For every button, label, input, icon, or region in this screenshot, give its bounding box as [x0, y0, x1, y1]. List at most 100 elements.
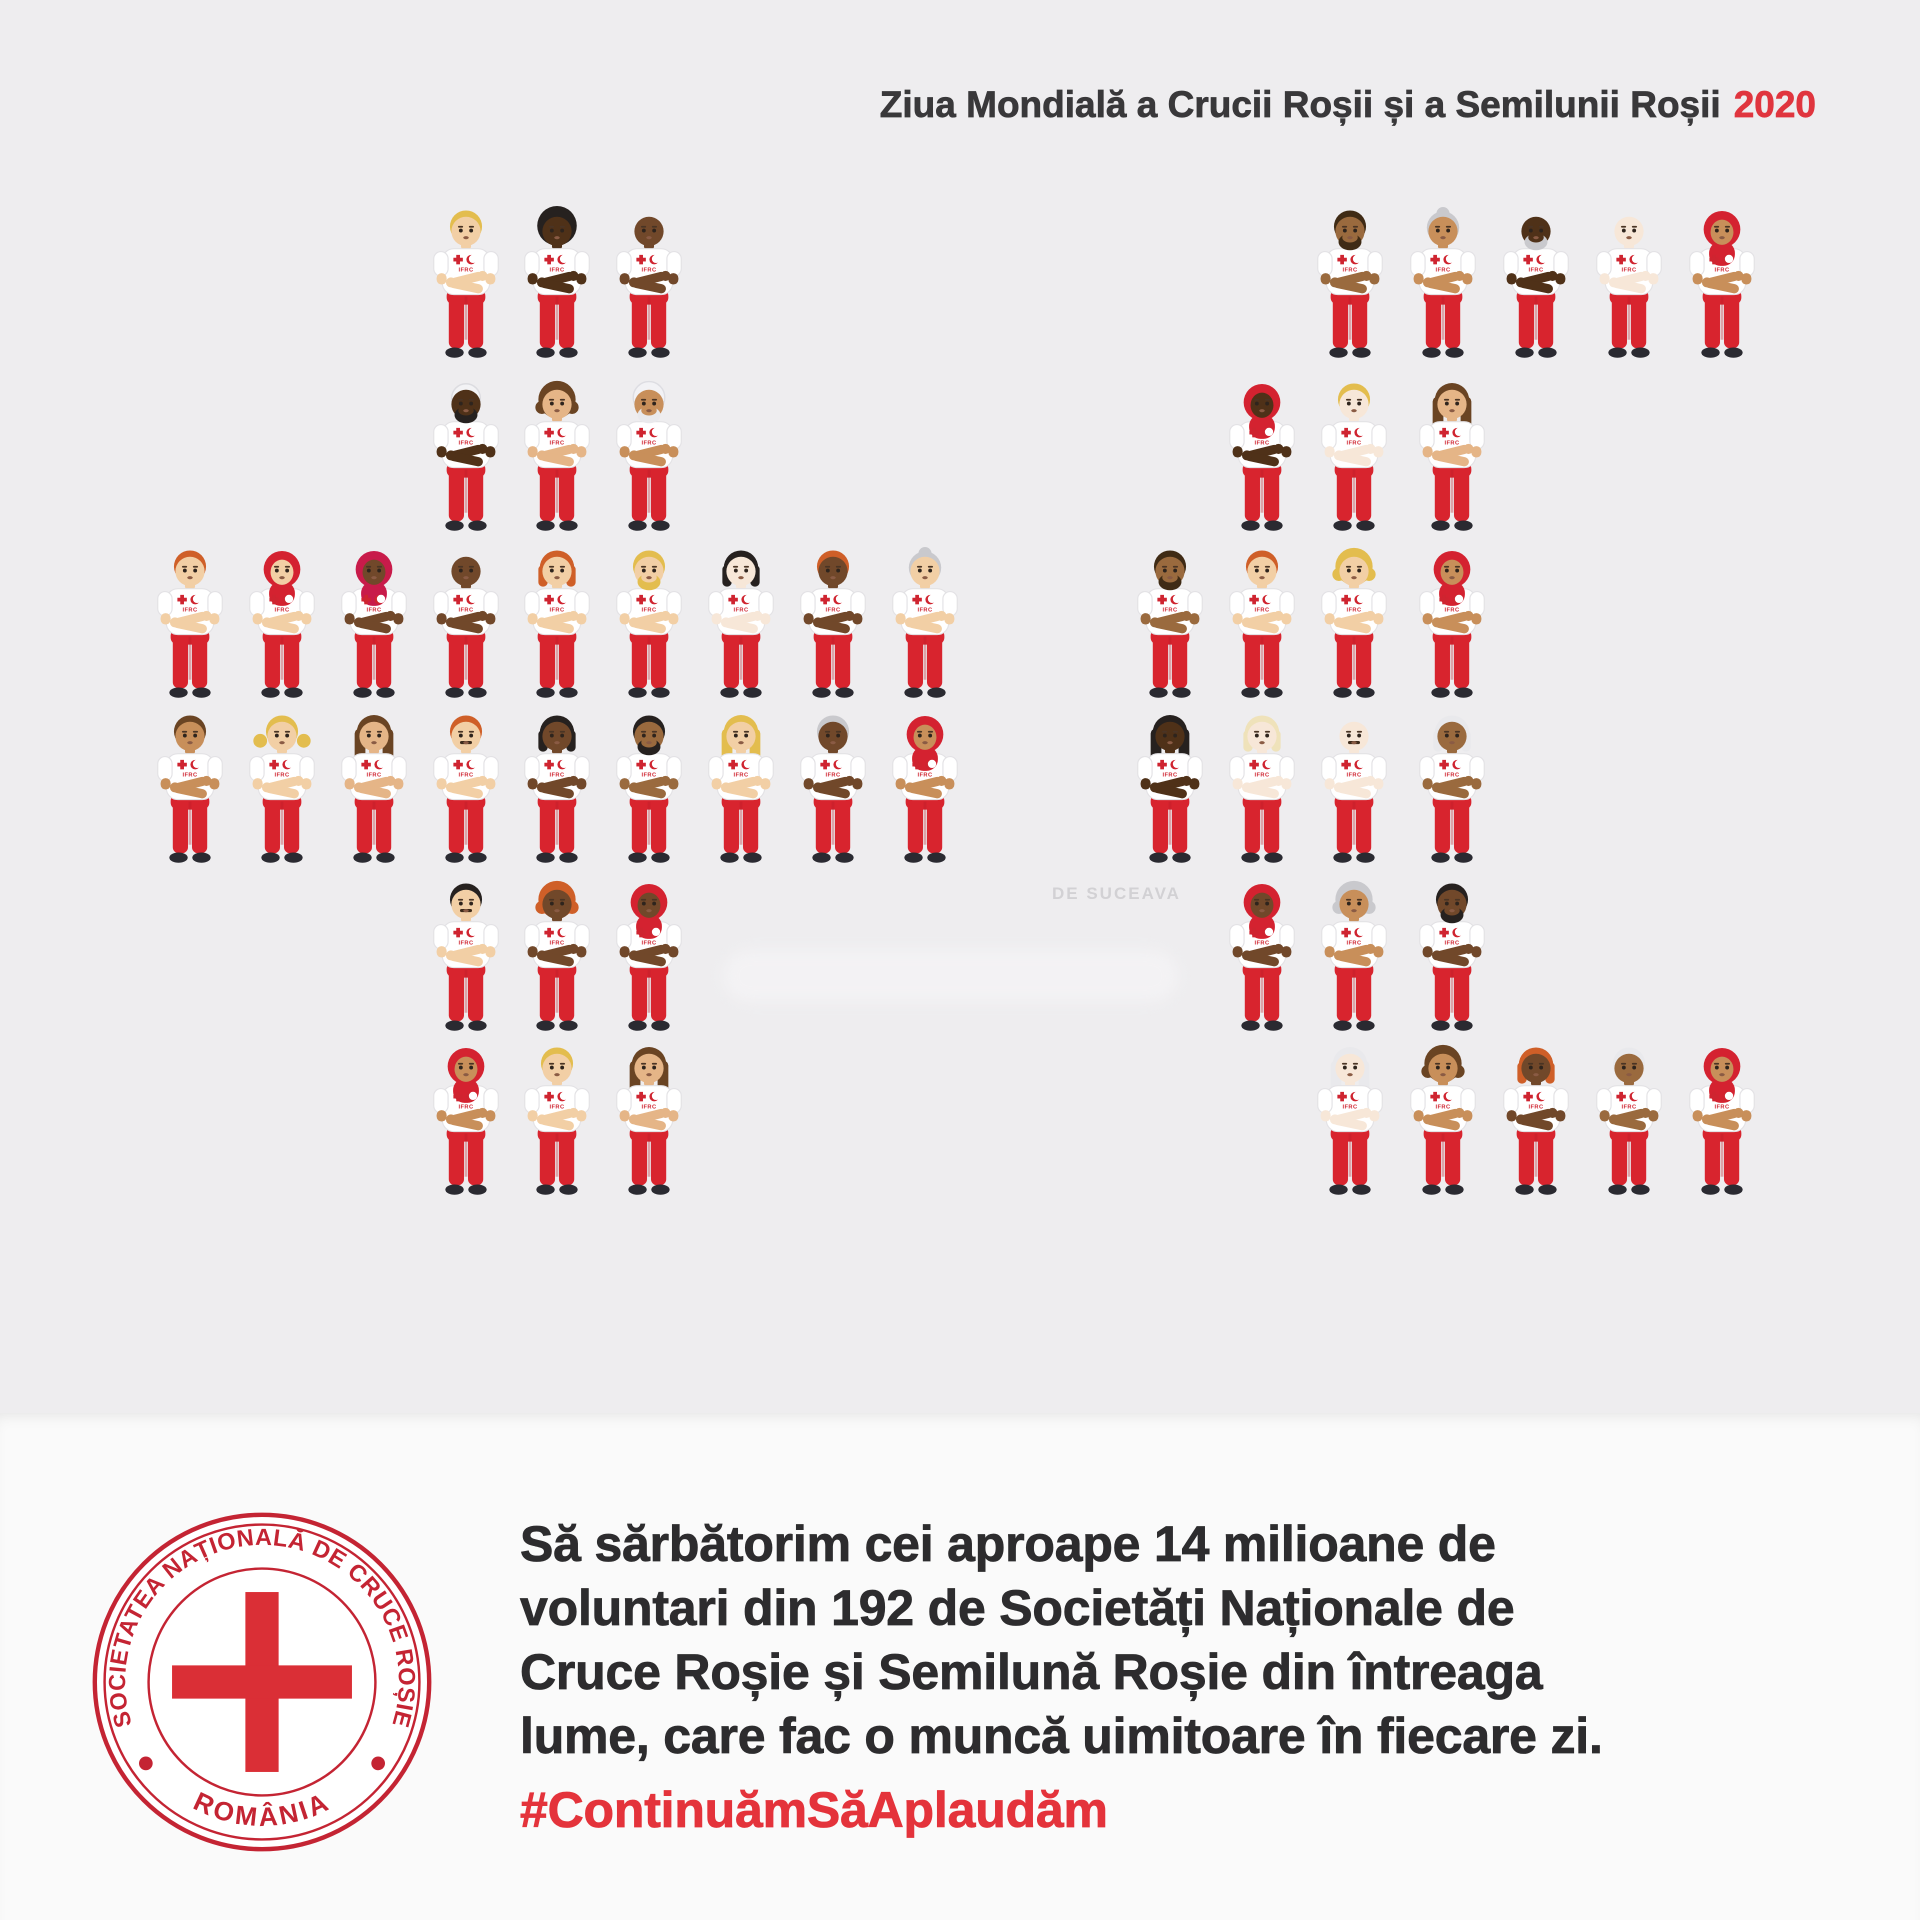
volunteer-emoji: IFRC: [1321, 880, 1387, 1031]
svg-text:IFRC: IFRC: [641, 608, 656, 614]
svg-text:IFRC: IFRC: [1346, 941, 1361, 947]
watermark-ghost: [723, 950, 1178, 1002]
volunteer-emoji: IFRC: [249, 551, 315, 698]
volunteer-emoji: IFRC: [800, 715, 866, 863]
svg-text:IFRC: IFRC: [917, 608, 932, 614]
seal-inner-ring: [147, 1567, 377, 1797]
svg-text:IFRC: IFRC: [458, 268, 473, 274]
svg-text:IFRC: IFRC: [1435, 268, 1450, 274]
svg-text:IFRC: IFRC: [1346, 773, 1361, 779]
svg-text:IFRC: IFRC: [1621, 268, 1636, 274]
volunteer-emoji: IFRC: [1503, 216, 1569, 358]
volunteer-emoji: IFRC: [1689, 211, 1755, 358]
svg-text:IFRC: IFRC: [825, 608, 840, 614]
volunteer-emoji: IFRC: [1317, 210, 1383, 358]
volunteer-emoji: IFRC: [892, 547, 958, 698]
svg-text:IFRC: IFRC: [1254, 773, 1269, 779]
volunteer-emoji: IFRC: [1321, 383, 1387, 531]
svg-text:IFRC: IFRC: [1162, 608, 1177, 614]
volunteer-emoji: IFRC: [1419, 883, 1485, 1031]
seal-middle-ring: [103, 1523, 421, 1841]
svg-text:IFRC: IFRC: [458, 441, 473, 447]
volunteer-emoji: IFRC: [433, 883, 499, 1031]
svg-text:IFRC: IFRC: [182, 773, 197, 779]
svg-text:IFRC: IFRC: [1342, 1105, 1357, 1111]
svg-text:IFRC: IFRC: [1342, 268, 1357, 274]
svg-text:IFRC: IFRC: [641, 441, 656, 447]
red-cross-romania-logo: SOCIETATEA NAȚIONALĂ DE CRUCE ROȘIE ROMÂ…: [92, 1512, 432, 1852]
volunteer-emoji: IFRC: [524, 206, 590, 358]
volunteer-emoji: IFRC: [341, 551, 407, 698]
volunteer-emoji: IFRC: [616, 1047, 682, 1195]
svg-text:IFRC: IFRC: [1346, 441, 1361, 447]
svg-text:IFRC: IFRC: [458, 941, 473, 947]
message-line: Cruce Roșie și Semilună Roșie din întrea…: [520, 1644, 1543, 1701]
volunteer-emoji: IFRC: [1419, 551, 1485, 698]
volunteer-emoji: IFRC: [1419, 383, 1485, 531]
svg-text:IFRC: IFRC: [1254, 608, 1269, 614]
volunteer-emoji: IFRC: [1321, 721, 1387, 863]
volunteer-emoji: IFRC: [433, 556, 499, 698]
svg-text:IFRC: IFRC: [1444, 608, 1459, 614]
volunteer-emoji: IFRC: [616, 884, 682, 1031]
volunteer-emoji: IFRC: [1229, 884, 1295, 1031]
svg-text:IFRC: IFRC: [733, 773, 748, 779]
footer-panel: SOCIETATEA NAȚIONALĂ DE CRUCE ROȘIE ROMÂ…: [0, 1413, 1920, 1920]
logo-dot-left: [138, 1756, 153, 1771]
svg-text:IFRC: IFRC: [458, 608, 473, 614]
svg-text:IFRC: IFRC: [1162, 773, 1177, 779]
svg-text:IFRC: IFRC: [825, 773, 840, 779]
volunteer-emoji: IFRC: [433, 1048, 499, 1195]
volunteer-emoji: IFRC: [157, 715, 223, 863]
volunteer-emoji: IFRC: [1410, 207, 1476, 358]
logo-dot-right: [371, 1756, 386, 1771]
svg-text:IFRC: IFRC: [182, 608, 197, 614]
volunteer-emoji: IFRC: [1321, 547, 1387, 698]
svg-text:IFRC: IFRC: [641, 773, 656, 779]
svg-text:IFRC: IFRC: [1621, 1105, 1636, 1111]
volunteer-emoji: IFRC: [892, 716, 958, 863]
volunteer-emoji: IFRC: [1317, 1047, 1383, 1195]
title-text: Ziua Mondială a Crucii Roșii și a Semilu…: [879, 84, 1721, 126]
svg-text:IFRC: IFRC: [366, 773, 381, 779]
svg-text:IFRC: IFRC: [1254, 441, 1269, 447]
svg-text:IFRC: IFRC: [274, 773, 289, 779]
svg-text:IFRC: IFRC: [641, 268, 656, 274]
svg-text:IFRC: IFRC: [366, 608, 381, 614]
volunteer-emoji: IFRC: [249, 715, 315, 863]
red-cross-icon: [172, 1592, 352, 1772]
volunteer-emoji: IFRC: [1596, 216, 1662, 358]
volunteer-emoji: IFRC: [433, 210, 499, 358]
volunteer-emoji: IFRC: [524, 550, 590, 698]
volunteer-emoji: IFRC: [1596, 1047, 1662, 1195]
watermark-text: DE SUCEAVA: [1052, 884, 1181, 903]
volunteer-emoji: IFRC: [524, 715, 590, 863]
volunteer-emoji: IFRC: [524, 380, 590, 531]
title-year: 2020: [1733, 84, 1816, 126]
volunteer-emoji: IFRC: [616, 216, 682, 358]
svg-text:IFRC: IFRC: [1528, 1105, 1543, 1111]
volunteer-emoji: IFRC: [433, 715, 499, 863]
campaign-hashtag: #ContinuămSăAplaudăm: [520, 1782, 1109, 1839]
svg-text:IFRC: IFRC: [917, 773, 932, 779]
svg-text:IFRC: IFRC: [1714, 1105, 1729, 1111]
volunteer-emoji: IFRC: [433, 383, 499, 531]
volunteer-emoji: IFRC: [1503, 1047, 1569, 1195]
svg-text:IFRC: IFRC: [1714, 268, 1729, 274]
svg-text:IFRC: IFRC: [274, 608, 289, 614]
volunteer-emoji: IFRC: [524, 1047, 590, 1195]
volunteer-emoji: IFRC: [1689, 1048, 1755, 1195]
volunteer-emoji: IFRC: [1137, 550, 1203, 698]
message-line: voluntari din 192 de Societăți Naționale…: [520, 1580, 1515, 1637]
volunteer-emoji: IFRC: [1410, 1044, 1476, 1195]
volunteer-emoji: IFRC: [1137, 715, 1203, 863]
svg-text:IFRC: IFRC: [458, 773, 473, 779]
volunteer-emoji: IFRC: [616, 550, 682, 698]
svg-text:IFRC: IFRC: [458, 1105, 473, 1111]
svg-text:IFRC: IFRC: [549, 1105, 564, 1111]
svg-text:IFRC: IFRC: [549, 441, 564, 447]
svg-text:IFRC: IFRC: [1346, 608, 1361, 614]
volunteer-emoji: IFRC: [1229, 384, 1295, 531]
svg-text:IFRC: IFRC: [641, 941, 656, 947]
